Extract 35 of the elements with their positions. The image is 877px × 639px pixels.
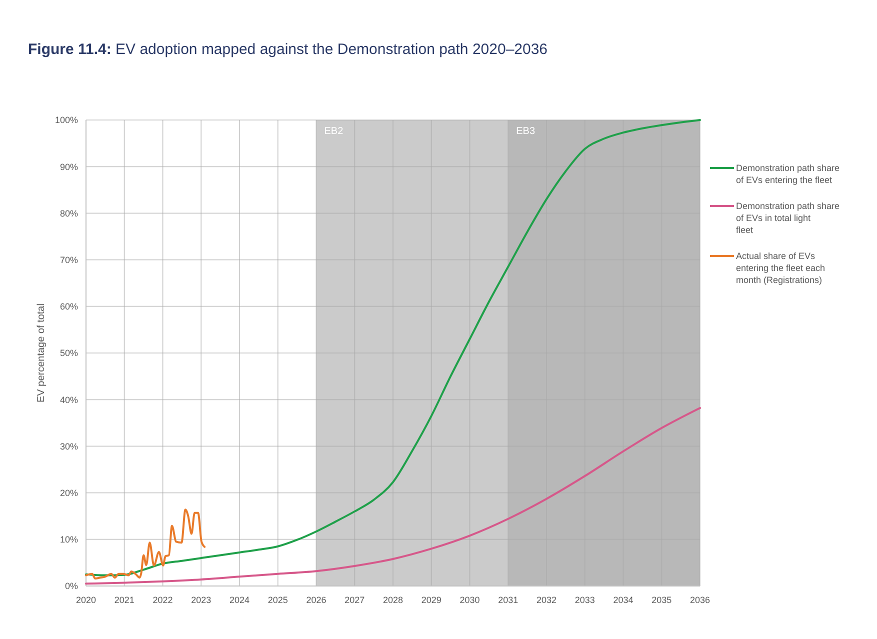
legend-label: Demonstration path share of EVs in total light fleet	[736, 201, 840, 236]
y-tick-label: 80%	[60, 208, 78, 218]
y-tick-label: 100%	[54, 115, 78, 126]
y-tick-label: 20%	[60, 488, 78, 498]
y-tick-label: 0%	[64, 581, 78, 592]
x-tick-label: 2034	[613, 595, 634, 605]
x-tick-label: 2033	[574, 595, 595, 605]
x-tick-label: 2030	[460, 595, 480, 605]
chart-title: Figure 11.4: EV adoption mapped against the Demonstration path 2020–2036	[28, 41, 548, 58]
y-tick-label: 40%	[60, 394, 78, 405]
x-tick-label: 2029	[421, 595, 442, 605]
x-tick-label: 2036	[690, 595, 710, 605]
y-tick-label: 60%	[60, 302, 78, 312]
x-tick-label: 2026	[306, 595, 326, 605]
y-tick-label: 70%	[60, 254, 78, 265]
legend-label: Actual share of EVs entering the fleet each month (Registrations)	[736, 251, 826, 286]
x-tick-label: 2027	[344, 595, 365, 605]
band-label: EB3	[516, 126, 536, 137]
y-tick-label: 10%	[60, 534, 78, 545]
y-tick-label: 50%	[60, 348, 78, 358]
x-tick-label: 2020	[76, 595, 96, 605]
x-tick-label: 2021	[114, 595, 134, 605]
x-tick-label: 2032	[536, 595, 557, 605]
x-tick-label: 2028	[382, 595, 404, 605]
x-tick-label: 2023	[191, 595, 212, 605]
legend-label: Demonstration path share of EVs entering the fleet	[736, 163, 840, 186]
x-tick-label: 2035	[652, 595, 672, 605]
y-tick-label: 90%	[60, 162, 78, 172]
y-axis-title: EV percentage of total	[36, 304, 47, 402]
line-series	[85, 508, 206, 580]
y-tick-label: 30%	[60, 441, 78, 452]
x-tick-label: 2031	[498, 595, 518, 605]
x-tick-label: 2025	[268, 595, 288, 605]
x-tick-label: 2024	[229, 595, 250, 605]
x-tick-label: 2022	[152, 595, 173, 605]
